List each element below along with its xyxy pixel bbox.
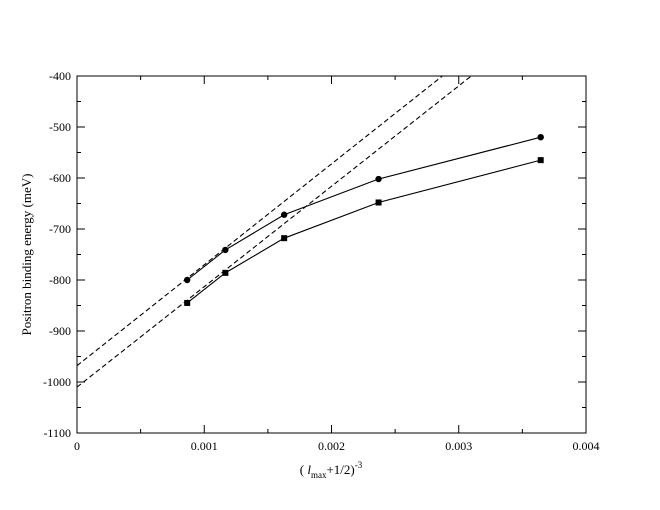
y-tick-label: -800	[49, 273, 71, 287]
series-line-1	[186, 136, 541, 281]
y-tick-label: -400	[49, 69, 71, 83]
dashed-fit-line-3	[77, 76, 444, 367]
x-axis-title: ( lmax+1/2)-3	[300, 460, 363, 480]
circle-marker	[537, 134, 544, 141]
square-marker	[184, 299, 191, 306]
y-tick-label: -600	[49, 171, 71, 185]
y-tick-label: -1000	[43, 375, 71, 389]
square-marker	[375, 199, 382, 206]
y-tick-label: -900	[49, 324, 71, 338]
x-tick-label: 0	[74, 439, 80, 453]
y-tick-label: -1100	[43, 426, 71, 440]
circle-marker	[280, 211, 288, 218]
y-axis-title: Positron binding energy (meV)	[19, 174, 34, 336]
x-tick-label: 0.004	[573, 439, 600, 453]
x-tick-label: 0.002	[318, 439, 345, 453]
plot-area	[76, 75, 587, 434]
square-marker	[537, 157, 544, 164]
circle-marker	[183, 276, 191, 284]
square-marker	[222, 269, 229, 276]
dashed-fit-line-4	[77, 76, 473, 388]
y-tick-label: -500	[49, 120, 71, 134]
series-line-2	[186, 159, 541, 304]
circle-marker	[222, 246, 229, 254]
square-marker	[281, 235, 288, 242]
y-tick-label: -700	[49, 222, 71, 236]
circle-marker	[375, 175, 382, 183]
x-tick-label: 0.001	[191, 439, 218, 453]
x-tick-label: 0.003	[445, 439, 472, 453]
